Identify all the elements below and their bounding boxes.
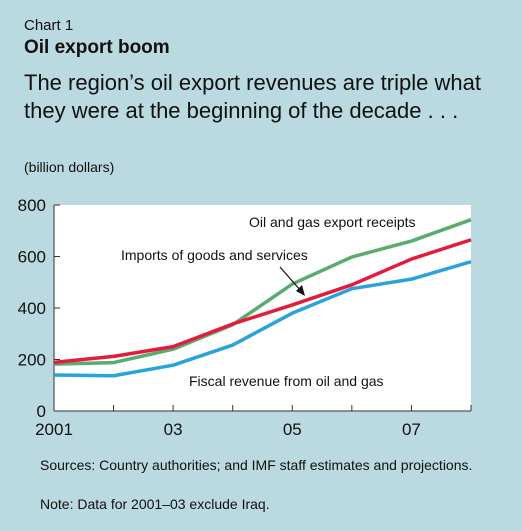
series-line-imports-of-goods-and-services [53,238,472,365]
y-axis-unit: (billion dollars) [24,159,115,175]
y-tick-label: 0 [37,402,46,421]
x-tick-label: 03 [164,420,183,439]
x-tick-label: 07 [402,420,421,439]
y-tick-label: 400 [18,299,46,318]
series-label-imports-of-goods-and-services: Imports of goods and services [121,247,308,263]
x-tick-label: 05 [283,420,302,439]
chart-number: Chart 1 [24,17,74,34]
chart-subtitle: The region’s oil export revenues are tri… [24,70,481,123]
y-tick-label: 200 [18,351,46,370]
chart-title: Oil export boom [24,37,170,58]
x-tick-label: 2001 [35,420,73,439]
series-line-oil-and-gas-export-receipts [53,218,472,366]
series-label-fiscal-revenue-from-oil-and-gas: Fiscal revenue from oil and gas [189,373,384,389]
y-tick-label: 800 [18,196,46,215]
data-note: Note: Data for 2001–03 exclude Iraq. [40,496,270,512]
y-tick-label: 600 [18,248,46,267]
series-line-fiscal-revenue-from-oil-and-gas [53,259,472,378]
plot-area [54,205,471,411]
sources-note: Sources: Country authorities; and IMF st… [40,457,473,473]
annotation-arrow-line [279,266,302,292]
annotation-arrowhead [296,285,305,296]
series-label-oil-and-gas-export-receipts: Oil and gas export receipts [249,214,416,230]
